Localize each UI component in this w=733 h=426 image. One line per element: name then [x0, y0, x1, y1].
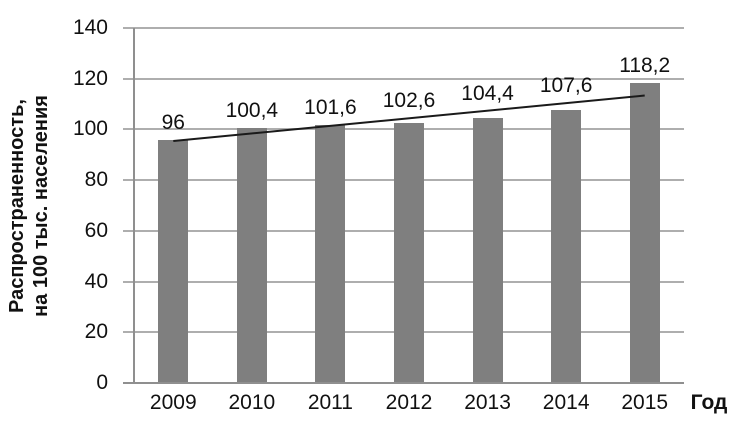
- bar-value-label: 96: [161, 110, 185, 134]
- x-tick-label: 2009: [149, 391, 197, 414]
- bar-value-label: 118,2: [619, 54, 671, 78]
- bar: [472, 118, 503, 383]
- y-tick-label: 60: [84, 218, 108, 242]
- x-tick-label: 2012: [385, 391, 433, 414]
- x-tick-label: 2010: [228, 391, 276, 414]
- y-tick-label: 100: [72, 117, 108, 141]
- y-tick-label: 140: [72, 16, 108, 39]
- y-tick-label: 40: [84, 269, 108, 293]
- bar-value-label: 107,6: [539, 74, 593, 98]
- y-tick-label: 80: [84, 168, 108, 192]
- bar-value-label: 100,4: [225, 99, 279, 123]
- y-tick-label: 120: [72, 66, 108, 90]
- y-axis-title-line1: Распространенность,: [6, 98, 28, 313]
- bar: [629, 83, 660, 383]
- gridline: [123, 27, 684, 29]
- x-axis-title: Год: [690, 391, 728, 414]
- bar: [394, 122, 424, 383]
- bar: [236, 128, 267, 383]
- x-tick-label: 2013: [464, 391, 511, 414]
- y-tick-label: 0: [96, 371, 108, 394]
- y-tick-label: 20: [84, 320, 108, 344]
- gridline: [123, 77, 684, 80]
- bar-value-label: 102,6: [382, 89, 436, 113]
- bar: [551, 110, 582, 383]
- bar-value-label: 101,6: [304, 96, 357, 120]
- x-tick-label: 2014: [542, 391, 590, 414]
- x-axis-line: [123, 382, 684, 384]
- y-axis-line: [133, 28, 135, 384]
- bar: [315, 125, 346, 383]
- x-tick-label: 2015: [621, 391, 669, 414]
- x-tick-label: 2011: [307, 391, 353, 414]
- bar: [158, 139, 189, 383]
- bar-value-label: 104,4: [461, 81, 514, 105]
